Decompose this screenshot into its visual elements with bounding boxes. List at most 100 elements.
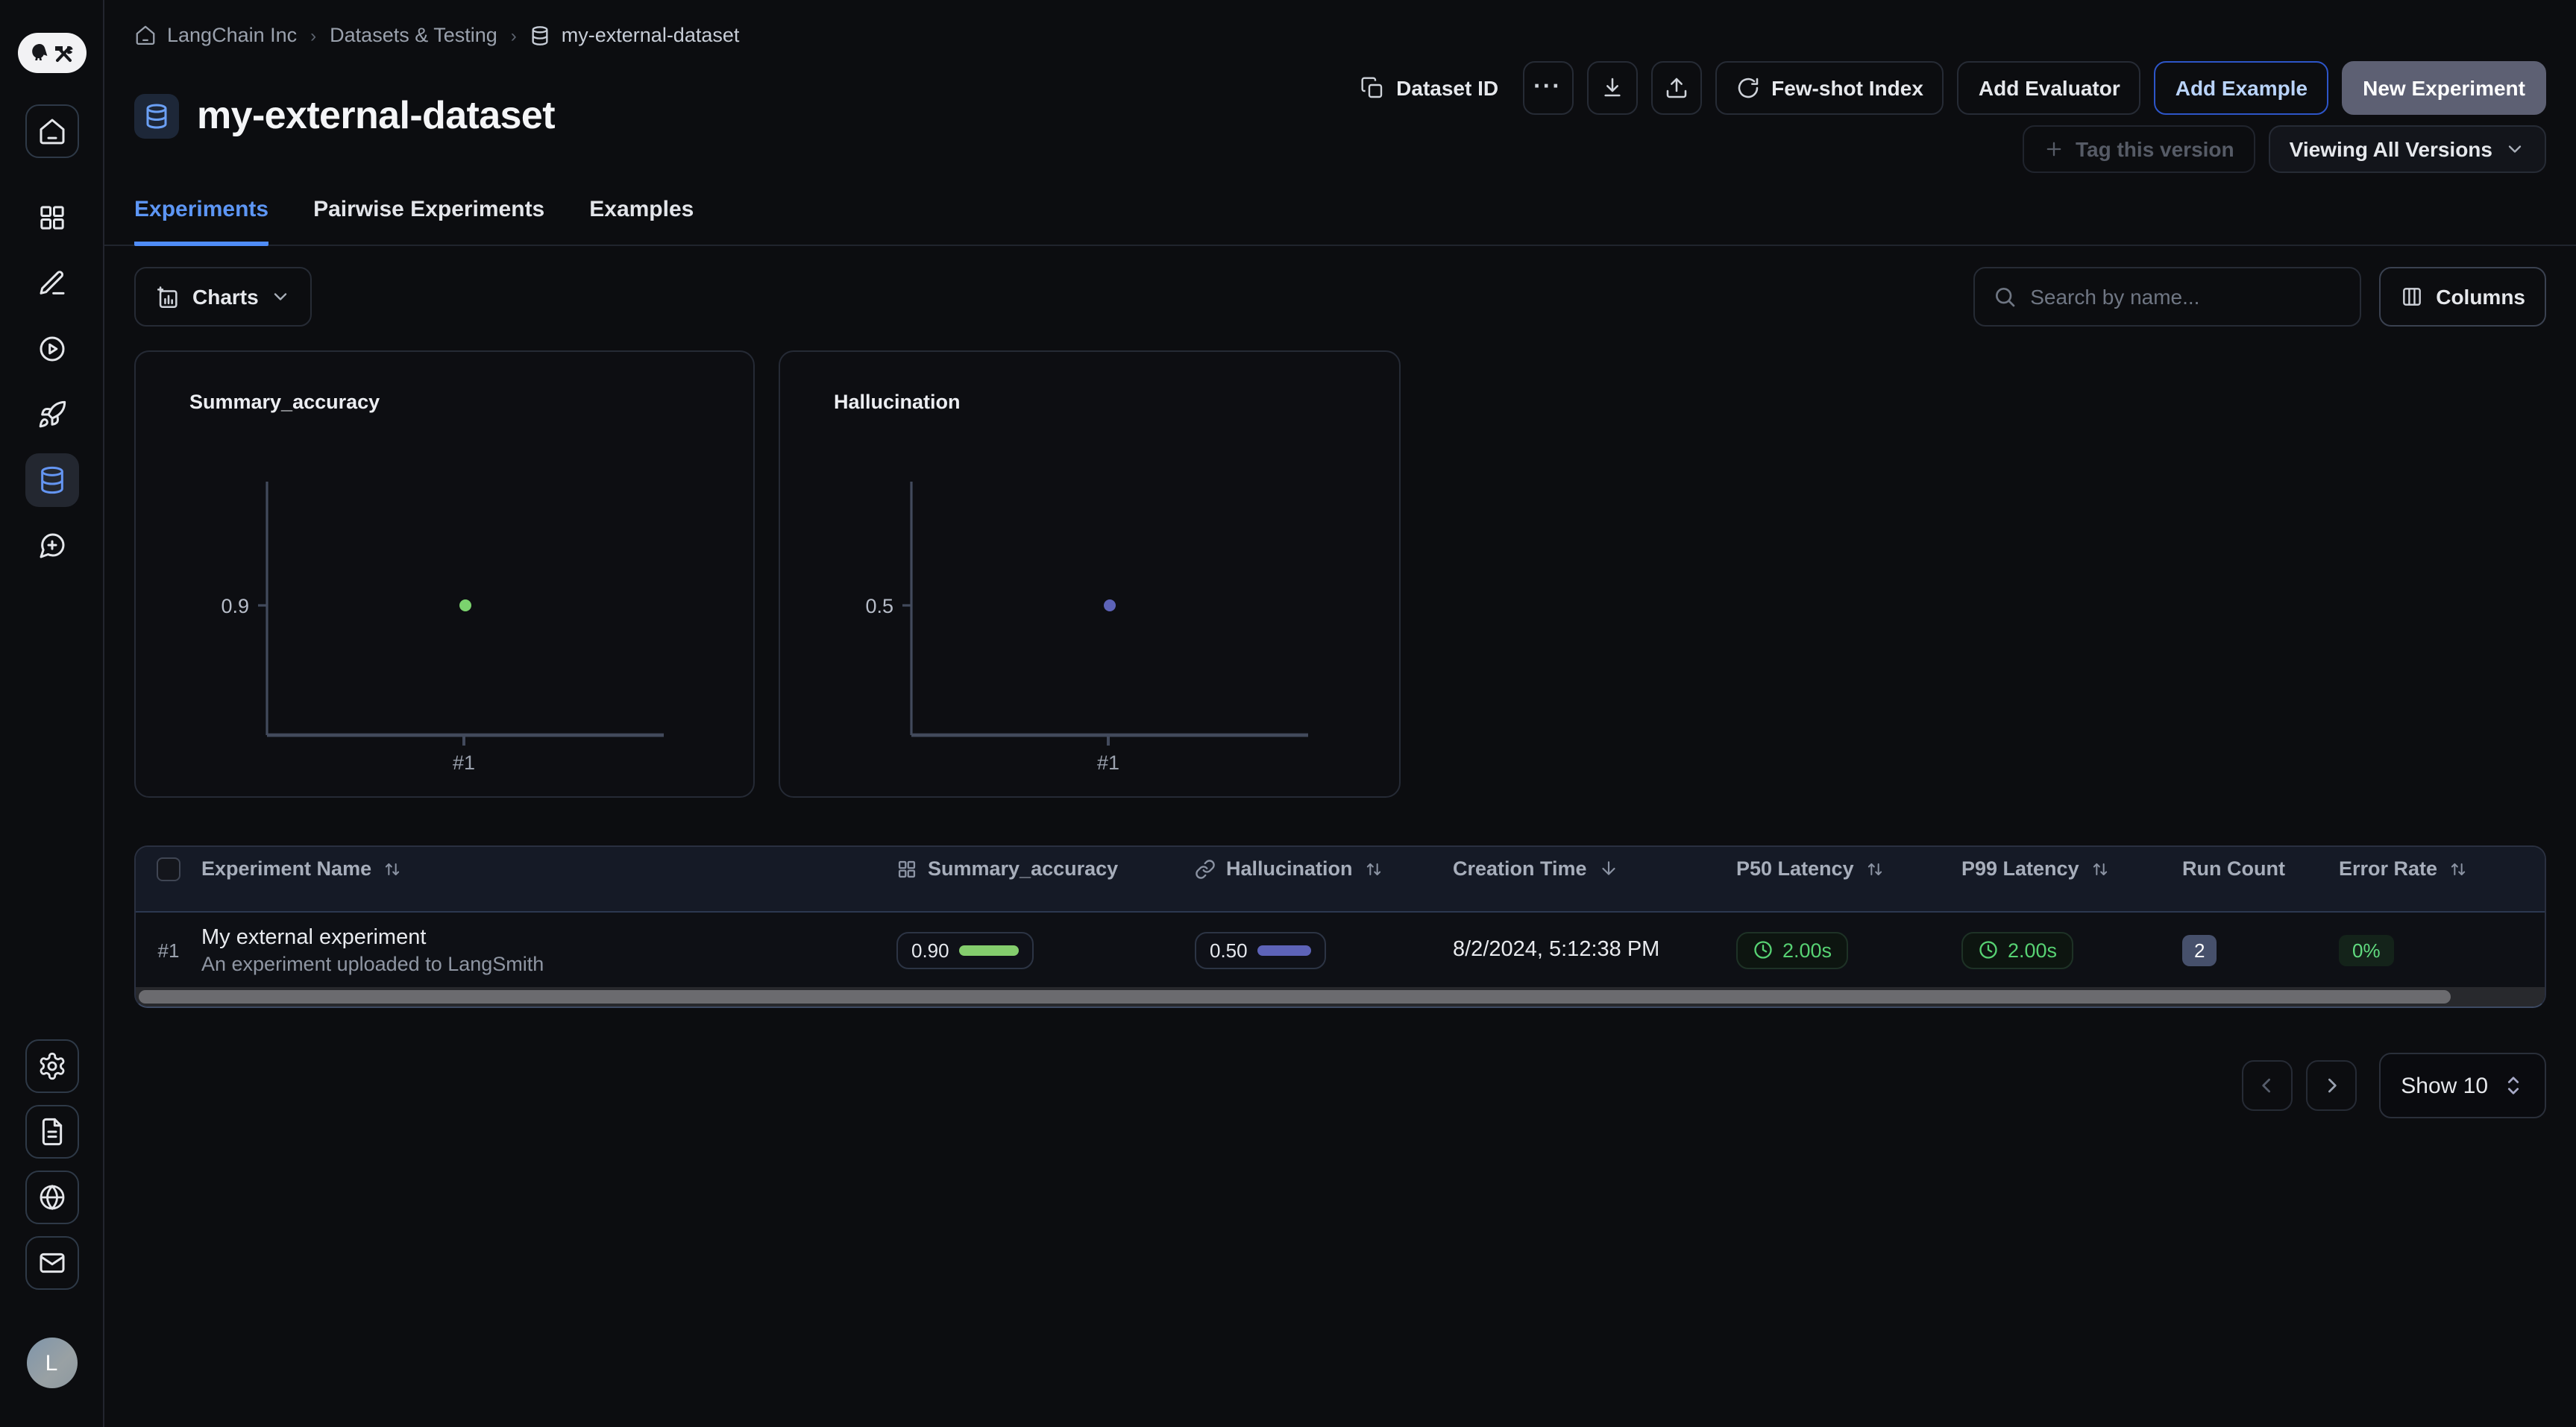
breadcrumb-current-label: my-external-dataset: [561, 24, 740, 46]
breadcrumb-current[interactable]: my-external-dataset: [530, 24, 740, 46]
clock-icon: [1979, 941, 1997, 959]
error-rate-badge: 0%: [2339, 934, 2394, 965]
search-icon: [1996, 288, 2015, 307]
breadcrumb-separator: ›: [510, 25, 517, 45]
experiment-name-cell[interactable]: My external experiment An experiment upl…: [201, 925, 896, 974]
content: Charts Columns: [104, 246, 2576, 1427]
tab-examples[interactable]: Examples: [589, 197, 694, 222]
langsmith-logo[interactable]: [17, 33, 86, 73]
search-input[interactable]: [2030, 285, 2343, 309]
database-icon: [146, 103, 167, 128]
tab-experiments[interactable]: Experiments: [134, 197, 269, 246]
versions-dropdown[interactable]: Viewing All Versions: [2268, 125, 2546, 173]
hallucination-bar: [1257, 945, 1312, 955]
prev-page-button[interactable]: [2241, 1060, 2293, 1111]
page-header: LangChain Inc › Datasets & Testing › my-…: [104, 0, 2576, 246]
columns-label: Columns: [2436, 285, 2525, 309]
grid-icon: [40, 206, 63, 230]
versions-label: Viewing All Versions: [2289, 137, 2492, 161]
run-count-badge: 2: [2182, 934, 2217, 965]
database-icon: [533, 25, 549, 45]
hallucination-value: 0.50: [1210, 939, 1248, 961]
page-size-select[interactable]: Show 10: [2378, 1053, 2546, 1118]
sidebar-item-datasets[interactable]: [25, 453, 78, 507]
user-avatar[interactable]: L: [26, 1338, 77, 1388]
main-area: LangChain Inc › Datasets & Testing › my-…: [104, 0, 2576, 1427]
chart-icon: [157, 286, 178, 308]
sidebar-item-settings[interactable]: [25, 1039, 78, 1093]
col-hallucination[interactable]: Hallucination: [1195, 858, 1453, 881]
breadcrumb-org[interactable]: LangChain Inc: [134, 24, 297, 46]
col-label: Run Count: [2182, 857, 2285, 881]
col-p99-latency[interactable]: P99 Latency: [1961, 858, 2182, 881]
gear-icon: [39, 1052, 64, 1080]
summary-accuracy-scatter: 0.9 #1: [221, 482, 664, 774]
col-creation-time[interactable]: Creation Time: [1453, 858, 1736, 881]
sort-updown-icon: [2451, 863, 2466, 875]
table-row[interactable]: #1 My external experiment An experiment …: [136, 913, 2545, 987]
pagination: Show 10: [134, 1053, 2546, 1118]
experiments-table: Experiment Name Summary_accuracy: [134, 845, 2546, 1008]
col-error-rate[interactable]: Error Rate: [2339, 858, 2545, 881]
table-header-row: Experiment Name Summary_accuracy: [136, 847, 2545, 913]
tab-pairwise-experiments[interactable]: Pairwise Experiments: [313, 197, 545, 222]
breadcrumb-datasets[interactable]: Datasets & Testing: [330, 24, 497, 46]
sidebar-item-projects[interactable]: [25, 191, 78, 245]
summary-accuracy-pill: 0.90: [896, 931, 1034, 968]
home-icon: [39, 119, 64, 145]
ellipsis-icon: ···: [1533, 75, 1562, 100]
p50-latency-value: 2.00s: [1782, 939, 1832, 961]
sidebar-item-web[interactable]: [25, 1171, 78, 1224]
x-tick-label: #1: [1097, 752, 1119, 774]
sidebar-item-support[interactable]: [25, 519, 78, 573]
upload-button[interactable]: [1650, 61, 1702, 115]
chart-card-summary-accuracy: Summary_accuracy 0.9 #1: [134, 350, 755, 798]
sidebar-item-docs[interactable]: [25, 1105, 78, 1159]
link-icon: [1195, 859, 1216, 880]
tab-bar: Experiments Pairwise Experiments Example…: [134, 197, 694, 246]
download-button[interactable]: [1586, 61, 1638, 115]
columns-button[interactable]: Columns: [2379, 267, 2546, 327]
x-tick-label: #1: [453, 752, 475, 774]
col-label: Hallucination: [1226, 857, 1353, 881]
langsmith-bird-tools-icon: [31, 44, 72, 62]
charts-dropdown-button[interactable]: Charts: [134, 267, 312, 327]
y-tick-label: 0.5: [865, 595, 893, 617]
more-actions-button[interactable]: ···: [1522, 61, 1574, 115]
col-label: Creation Time: [1453, 857, 1587, 881]
few-shot-index-button[interactable]: Few-shot Index: [1715, 61, 1944, 115]
page-size-label: Show 10: [2401, 1073, 2488, 1098]
sort-updown-icon: [1366, 863, 1380, 875]
col-summary-accuracy[interactable]: Summary_accuracy: [896, 858, 1195, 881]
p50-latency-pill: 2.00s: [1736, 931, 1849, 968]
add-example-button[interactable]: Add Example: [2154, 61, 2329, 115]
col-label: Error Rate: [2339, 857, 2438, 881]
sidebar: L: [0, 0, 104, 1427]
row-index: #1: [157, 939, 180, 961]
header-actions: Dataset ID ··· Few-shot: [1350, 61, 2546, 115]
clock-icon: [1754, 941, 1772, 959]
sidebar-item-mail[interactable]: [25, 1236, 78, 1290]
next-page-button[interactable]: [2305, 1060, 2357, 1111]
experiment-description: An experiment uploaded to LangSmith: [201, 952, 544, 974]
sidebar-item-annotation[interactable]: [25, 256, 78, 310]
new-experiment-label: New Experiment: [2363, 76, 2525, 100]
sidebar-item-deployments[interactable]: [25, 388, 78, 441]
tag-version-button[interactable]: Tag this version: [2022, 125, 2255, 173]
dataset-id-button[interactable]: Dataset ID: [1350, 61, 1509, 115]
add-evaluator-button[interactable]: Add Evaluator: [1957, 61, 2141, 115]
col-run-count[interactable]: Run Count: [2182, 858, 2339, 881]
col-p50-latency[interactable]: P50 Latency: [1736, 858, 1961, 881]
p99-latency-pill: 2.00s: [1961, 931, 2074, 968]
col-experiment-name[interactable]: Experiment Name: [201, 858, 896, 881]
stepper-icon: [2503, 1074, 2524, 1097]
select-all-checkbox[interactable]: [157, 857, 180, 881]
new-experiment-button[interactable]: New Experiment: [2342, 61, 2546, 115]
sidebar-item-home[interactable]: [25, 104, 78, 158]
hallucination-scatter: 0.5 #1: [865, 482, 1308, 774]
data-point: [1104, 599, 1116, 611]
chevron-left-icon: [2261, 1078, 2270, 1093]
sidebar-item-playground[interactable]: [25, 322, 78, 376]
page-title: my-external-dataset: [197, 92, 556, 137]
scrollbar-thumb[interactable]: [139, 990, 2451, 1004]
